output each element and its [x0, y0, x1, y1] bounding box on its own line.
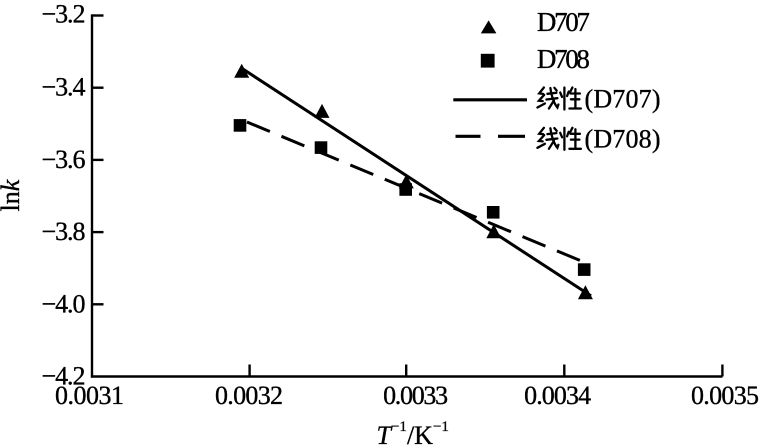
svg-text:0.0035: 0.0035 [691, 381, 759, 410]
svg-text:0.0033: 0.0033 [383, 381, 448, 410]
svg-text:D708: D708 [537, 44, 590, 74]
svg-text:−4.2: −4.2 [42, 362, 86, 391]
svg-text:0.0034: 0.0034 [524, 381, 591, 410]
svg-text:−3.4: −3.4 [42, 73, 86, 102]
svg-text:−3.8: −3.8 [42, 217, 86, 246]
svg-text:(D708): (D708) [585, 125, 661, 154]
svg-text:T−1/K−1: T−1/K−1 [377, 419, 449, 448]
svg-text:−3.6: −3.6 [42, 145, 86, 174]
svg-text:0.0032: 0.0032 [215, 381, 283, 410]
svg-text:−4.0: −4.0 [42, 289, 86, 318]
svg-text:−3.2: −3.2 [42, 0, 86, 29]
svg-text:D707: D707 [537, 7, 590, 37]
svg-text:lnk: lnk [0, 179, 25, 211]
svg-text:0.0031: 0.0031 [55, 381, 124, 410]
svg-text:(D707): (D707) [585, 85, 661, 114]
